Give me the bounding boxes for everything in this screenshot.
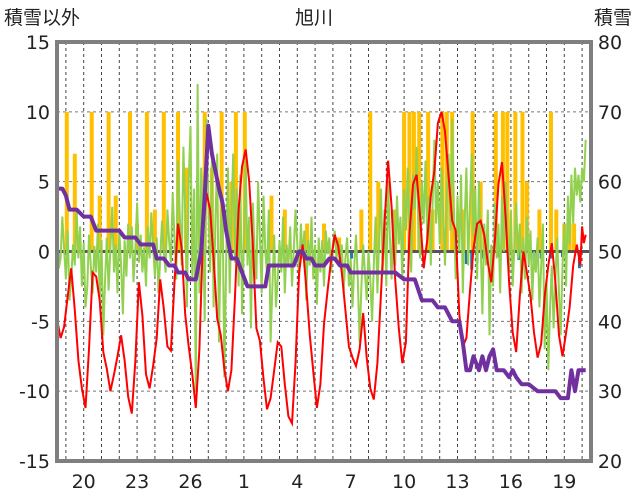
snow-precip-bar [368, 111, 373, 252]
left-tick-label: 5 [38, 172, 50, 194]
snow-precip-bar [152, 209, 157, 252]
snow-precip-bar [402, 111, 407, 252]
snow-precip-bar [305, 223, 310, 252]
green-series-line [56, 83, 587, 392]
right-tick-label: 50 [598, 242, 622, 264]
snow-precip-bar [548, 111, 553, 252]
left-tick-label: -5 [31, 311, 50, 333]
snow-precip-bar [233, 111, 238, 252]
snow-precip-bar [72, 153, 77, 252]
x-tick-label: 23 [125, 471, 149, 493]
x-tick-label: 10 [392, 471, 416, 493]
x-tick-label: 4 [291, 471, 303, 493]
snow-precip-bar [520, 111, 525, 252]
right-tick-label: 20 [598, 451, 622, 473]
snow-precip-bar [161, 111, 166, 252]
snow-precip-bar [426, 111, 431, 252]
right-tick-label: 80 [598, 32, 622, 54]
rain-precip-bar [480, 251, 484, 259]
chart-title: 旭川 [295, 7, 333, 29]
x-tick-label: 16 [499, 471, 523, 493]
rain-precip-bar [350, 251, 354, 259]
snow-precip-bar [322, 223, 326, 252]
x-tick-label: 1 [238, 471, 250, 493]
left-tick-label: 0 [38, 242, 50, 264]
snow-precip-bar [537, 209, 542, 252]
right-tick-label: 30 [598, 381, 622, 403]
snow-precip-bar [359, 209, 364, 252]
snow-precip-bar [572, 223, 577, 252]
snow-precip-bar [269, 195, 274, 252]
snow-precip-bar [376, 181, 381, 252]
plot-frame [55, 40, 593, 463]
snow-precip-bar [144, 111, 149, 252]
snow-precip-bar [89, 111, 94, 252]
snow-precip-bar [97, 195, 102, 252]
right-tick-label: 40 [598, 311, 622, 333]
snow-precip-bar [417, 111, 422, 252]
x-tick-label: 19 [552, 471, 576, 493]
temperature-line [56, 111, 587, 428]
snow-precip-bar [513, 111, 518, 252]
left-axis-title: 積雪以外 [4, 7, 80, 29]
snow-precip-bar [554, 209, 559, 252]
snow-precip-bar [407, 111, 412, 252]
snow-depth-line [57, 123, 586, 401]
snow-precip-bar [493, 111, 498, 252]
snow-precip-bar [106, 111, 111, 252]
snow-precip-bar [64, 111, 69, 252]
left-tick-label: 10 [26, 102, 50, 124]
right-tick-label: 70 [598, 102, 622, 124]
snow-precip-bar [219, 111, 224, 252]
right-tick-label: 60 [598, 172, 622, 194]
x-tick-label: 13 [445, 471, 469, 493]
snow-precip-bar [127, 111, 132, 252]
right-axis-title: 積雪 [594, 7, 632, 29]
left-tick-label: 15 [26, 32, 50, 54]
snow-precip-bar [282, 209, 287, 252]
left-tick-label: -15 [19, 451, 50, 473]
x-tick-label: 20 [72, 471, 96, 493]
rain-precip-bar [550, 251, 554, 259]
left-tick-label: -10 [19, 381, 50, 403]
rain-precip-bar [464, 251, 468, 265]
snow-precip-bar [113, 195, 118, 252]
x-tick-label: 7 [345, 471, 357, 493]
x-tick-label: 26 [178, 471, 202, 493]
snow-precip-bar [505, 111, 510, 252]
